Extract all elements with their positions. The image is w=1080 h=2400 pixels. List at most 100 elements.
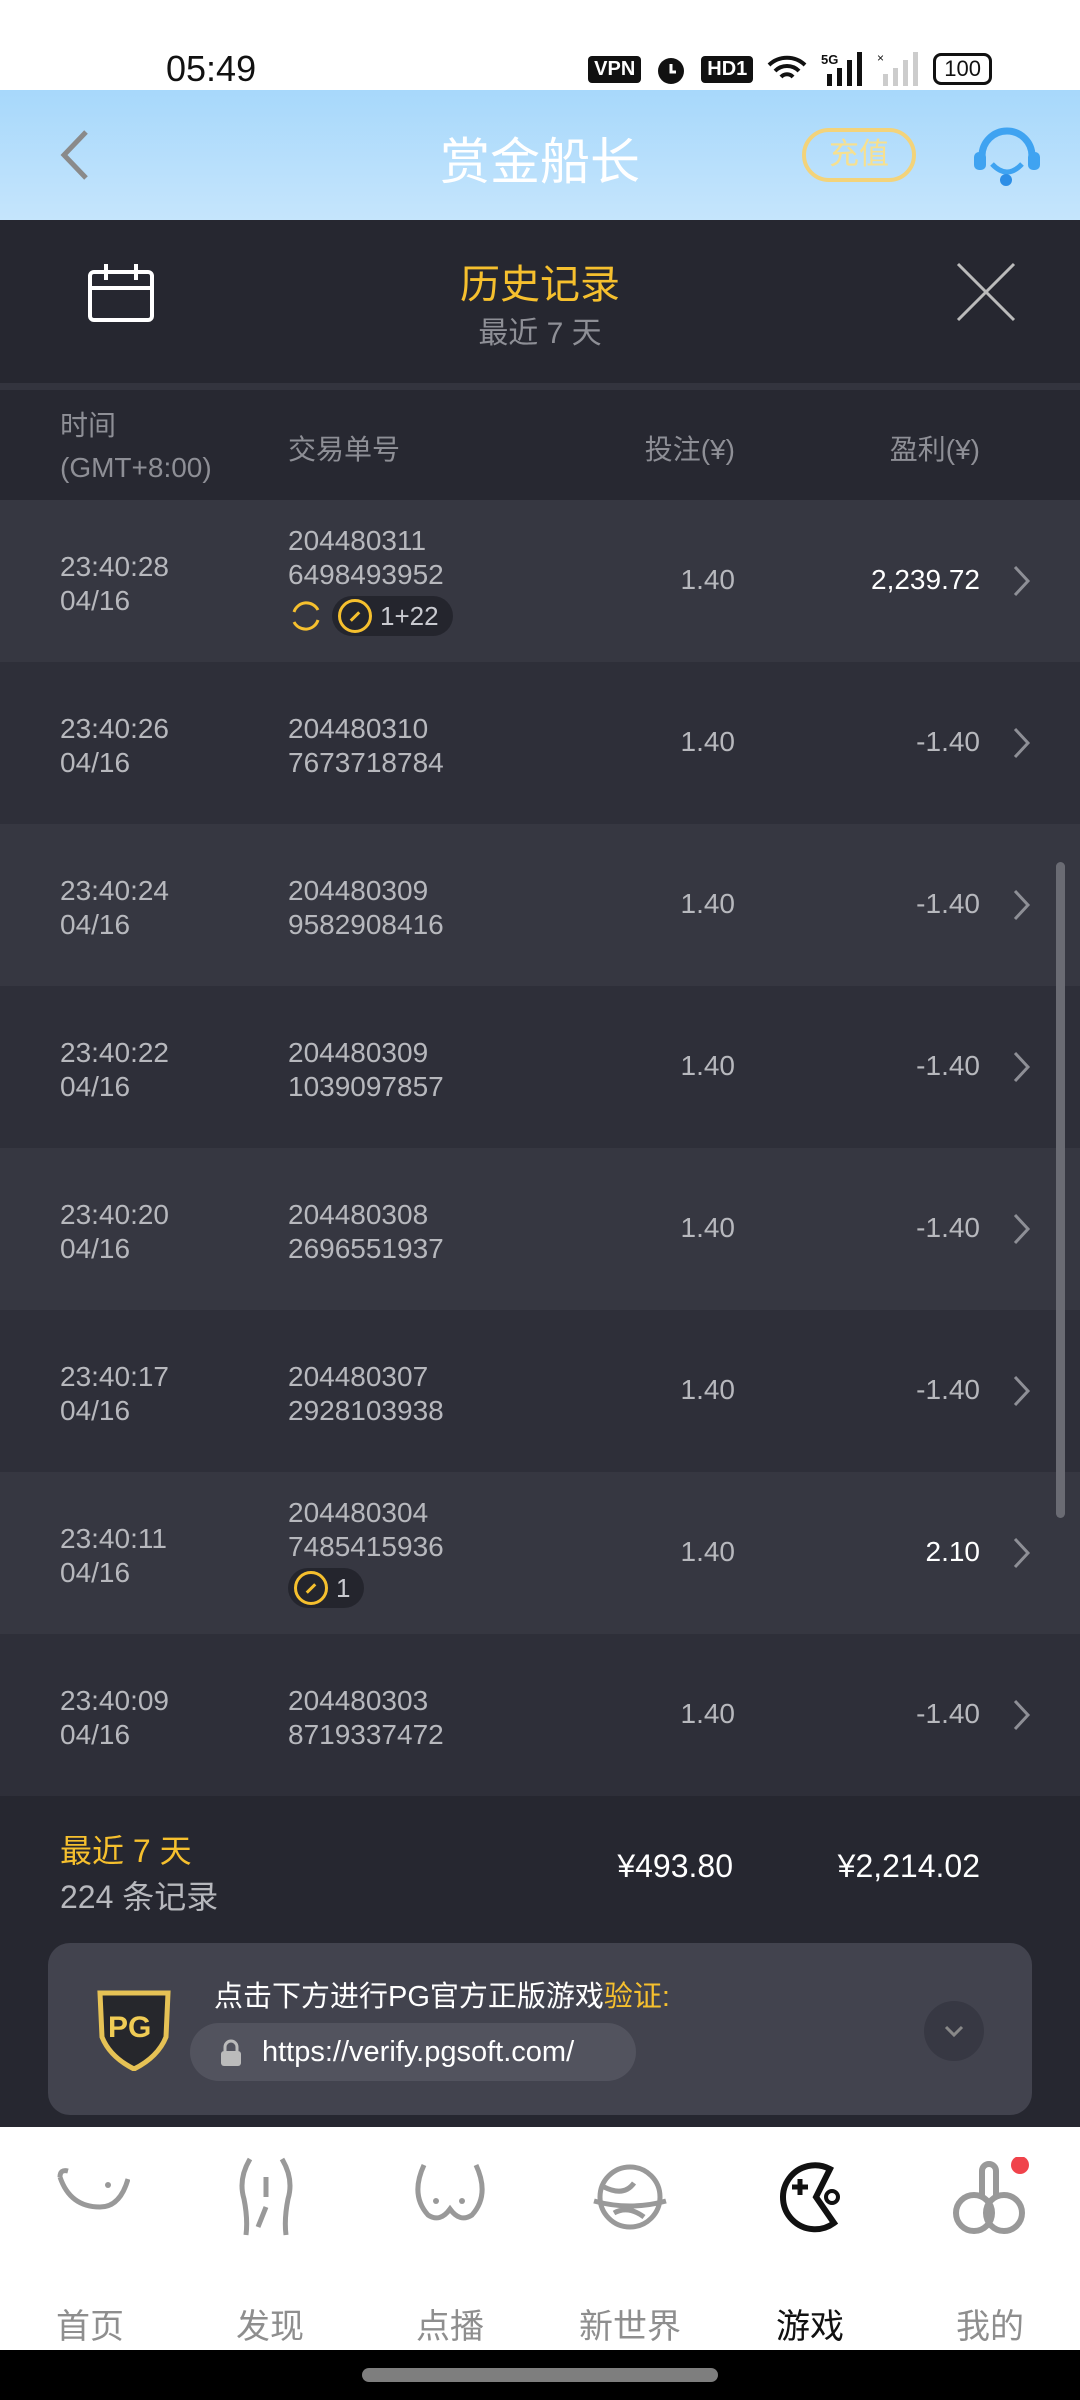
new-world-icon (593, 2164, 667, 2230)
row-order-id-2: 6498493952 (288, 559, 444, 590)
history-subtitle: 最近 7 天 (478, 317, 602, 350)
table-row[interactable]: 23:40:09 04/16 204480303 8719337472 1.40 -1.4… (0, 1634, 1080, 1796)
me-icon (953, 2157, 1029, 2234)
chevron-down-icon (944, 2025, 964, 2038)
row-order-id: 204480308 (288, 1199, 429, 1230)
table-row[interactable]: 23:40:20 04/16 204480308 2696551937 1.40 -1.4… (0, 1148, 1080, 1310)
status-time: 05:49 (166, 48, 257, 89)
table-row[interactable]: 23:40:11 04/16 204480304 7485415936 1 1.40 2.1… (0, 1472, 1080, 1634)
header-bet: 投注(¥) (644, 434, 735, 465)
nav-label: 点播 (416, 2308, 484, 2346)
table-row[interactable]: 23:40:28 04/16 204480311 6498493952 1+22 1.40… (0, 500, 1080, 662)
chevron-right-icon[interactable] (1012, 1536, 1032, 1570)
row-order-id-2: 8719337472 (288, 1719, 444, 1750)
home-icon (57, 2168, 130, 2210)
header-time: 时间 (60, 410, 117, 441)
row-time: 23:40:26 (60, 713, 169, 744)
free-spin-icon (294, 1571, 328, 1605)
customer-service-icon[interactable] (972, 122, 1042, 188)
chevron-right-icon[interactable] (1012, 1698, 1032, 1732)
chevron-right-icon[interactable] (1012, 726, 1032, 760)
recharge-button[interactable]: 充值 (802, 128, 916, 182)
free-spin-icon (338, 599, 372, 633)
summary-total-bet: ¥493.80 (617, 1848, 733, 1884)
verify-message: 点击下方进行PG官方正版游戏验证: (214, 1981, 670, 2013)
header-order: 交易单号 (288, 434, 401, 465)
row-bet: 1.40 (680, 726, 736, 757)
status-bar: 05:49 VPN HD1 5G × 100 (0, 0, 1080, 90)
wifi-icon (767, 55, 807, 79)
row-order-id-2: 9582908416 (288, 909, 444, 940)
row-order-id: 204480309 (288, 1037, 429, 1068)
nav-item-new-world[interactable]: 新世界 (540, 2127, 720, 2350)
lock-icon (221, 2039, 241, 2066)
back-button[interactable] (58, 128, 92, 182)
battery-icon: 100 (933, 53, 992, 85)
app-header: 赏金船长 充值 (0, 90, 1080, 220)
row-profit: 2,239.72 (871, 564, 980, 595)
row-time: 23:40:17 (60, 1361, 169, 1392)
row-time: 23:40:28 (60, 551, 169, 582)
table-row[interactable]: 23:40:17 04/16 204480307 2928103938 1.40 -1.4… (0, 1310, 1080, 1472)
nav-item-discover[interactable]: 发现 (180, 2127, 360, 2350)
nav-label: 我的 (956, 2308, 1024, 2346)
verify-url-link[interactable]: https://verify.pgsoft.com/ (190, 2023, 636, 2081)
row-bet: 1.40 (680, 564, 736, 595)
nav-item-vod[interactable]: 点播 (360, 2127, 540, 2350)
expand-button[interactable] (924, 2001, 984, 2061)
svg-text:PG: PG (108, 2011, 151, 2044)
verify-card: PG 点击下方进行PG官方正版游戏验证: https://verify.pgso… (48, 1943, 1032, 2115)
summary-period: 最近 7 天 (60, 1833, 192, 1869)
table-row[interactable]: 23:40:22 04/16 204480309 1039097857 1.40 -1.4… (0, 986, 1080, 1148)
history-title: 历史记录 (460, 263, 620, 307)
pg-logo: PG (97, 1990, 171, 2071)
row-profit: 2.10 (925, 1536, 981, 1567)
row-order-id: 204480309 (288, 875, 429, 906)
row-bet: 1.40 (680, 1698, 736, 1729)
signal-icon: × (877, 52, 919, 86)
row-time: 23:40:20 (60, 1199, 169, 1230)
nav-label: 首页 (56, 2308, 124, 2346)
bottom-nav: 首页 发现 点播 新世界 游戏 我的 (0, 2127, 1080, 2350)
signal-5g-icon: 5G (821, 52, 863, 86)
chevron-right-icon[interactable] (1012, 564, 1032, 598)
row-time: 23:40:09 (60, 1685, 169, 1716)
row-bet: 1.40 (680, 1050, 736, 1081)
respin-icon (292, 601, 320, 631)
row-order-id: 204480304 (288, 1497, 429, 1528)
row-bet: 1.40 (680, 1536, 736, 1567)
nav-item-games[interactable]: 游戏 (720, 2127, 900, 2350)
row-order-id-2: 1039097857 (288, 1071, 444, 1102)
scrollbar[interactable] (1056, 862, 1065, 1518)
nav-item-me[interactable]: 我的 (900, 2127, 1080, 2350)
row-date: 04/16 (60, 585, 131, 616)
chevron-right-icon[interactable] (1012, 888, 1032, 922)
row-profit: -1.40 (916, 726, 980, 757)
chevron-right-icon[interactable] (1012, 1050, 1032, 1084)
row-date: 04/16 (60, 1395, 131, 1426)
chevron-right-icon[interactable] (1012, 1212, 1032, 1246)
table-row[interactable]: 23:40:26 04/16 204480310 7673718784 1.40 -1.4… (0, 662, 1080, 824)
calendar-icon[interactable] (88, 262, 154, 322)
row-date: 04/16 (60, 1071, 131, 1102)
verify-url: https://verify.pgsoft.com/ (262, 2036, 575, 2068)
summary-count: 224 条记录 (60, 1879, 219, 1915)
row-order-id: 204480311 (288, 525, 427, 556)
row-order-id: 204480310 (288, 713, 429, 744)
row-profit: -1.40 (916, 888, 980, 919)
row-time: 23:40:24 (60, 875, 169, 906)
row-order-id-2: 7673718784 (288, 747, 444, 778)
free-spin-badge: 1+22 (332, 596, 453, 636)
chevron-right-icon[interactable] (1012, 1374, 1032, 1408)
alarm-icon (658, 58, 685, 84)
page-title: 赏金船长 (440, 134, 640, 190)
history-panel-header: 历史记录 最近 7 天 (0, 220, 1080, 385)
close-icon[interactable] (956, 262, 1016, 322)
row-time: 23:40:11 (60, 1523, 167, 1554)
nav-item-home[interactable]: 首页 (0, 2127, 180, 2350)
nav-label: 新世界 (579, 2308, 681, 2346)
row-profit: -1.40 (916, 1374, 980, 1405)
table-header: 时间 (GMT+8:00) 交易单号 投注(¥) 盈利(¥) (0, 390, 1080, 500)
table-row[interactable]: 23:40:24 04/16 204480309 9582908416 1.40 -1.4… (0, 824, 1080, 986)
summary-total-profit: ¥2,214.02 (837, 1848, 980, 1884)
